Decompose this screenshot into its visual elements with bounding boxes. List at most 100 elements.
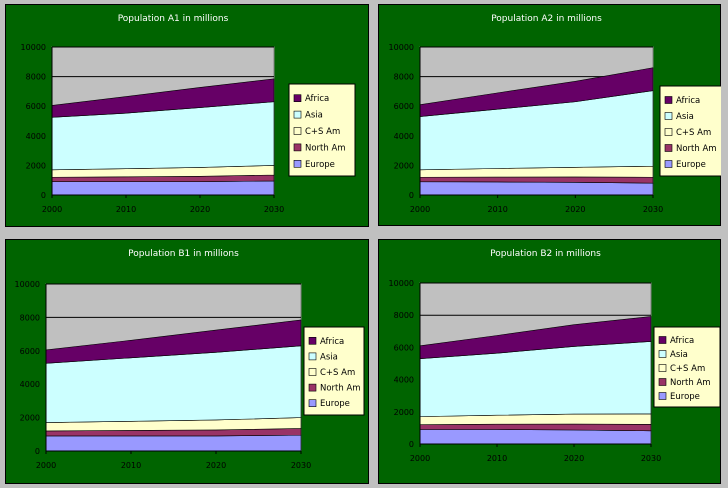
chart-svg: Population A2 in millions 0 2000 4000 6000 80… (378, 4, 723, 226)
x-tick-label: 2000 (410, 205, 430, 214)
y-tick-label: 8000 (26, 73, 46, 82)
legend-label-africa: Africa (320, 337, 344, 347)
legend-label-c-s-am: C+S Am (670, 364, 705, 374)
y-tick-label: 0 (35, 447, 40, 456)
y-tick-label: 6000 (394, 343, 414, 352)
chart-panel-3: Population B1 in millions 0 2000 4000 6000 80… (5, 239, 369, 484)
legend-swatch-africa (293, 94, 302, 102)
y-tick-label: 0 (409, 440, 414, 449)
legend-swatch-north-am (658, 378, 667, 386)
legend-label-africa: Africa (670, 336, 694, 346)
legend-swatch-c-s-am (658, 364, 667, 372)
chart-title: Population B1 in millions (128, 249, 239, 259)
y-tick-label: 8000 (394, 311, 414, 320)
area-africa (419, 316, 652, 359)
legend-swatch-europe (293, 160, 302, 168)
y-tick-label: 4000 (26, 132, 46, 141)
area-africa (419, 67, 654, 117)
x-tick-label: 2000 (42, 205, 62, 214)
x-tick-label: 2030 (291, 461, 311, 470)
legend-label-c-s-am: C+S Am (320, 368, 355, 378)
legend-swatch-north-am (308, 383, 317, 392)
area-europe (419, 181, 654, 196)
y-tick-label: 4000 (20, 380, 40, 389)
legend-swatch-africa (658, 336, 667, 344)
legend-label-asia: Asia (305, 111, 323, 121)
y-tick-label: 10000 (21, 43, 46, 52)
legend-label-europe: Europe (676, 160, 706, 170)
legend: Africa Asia C+S Am North Am Europe (303, 326, 365, 416)
chart-svg: Population A1 in millions 0 2000 4000 6000 80… (5, 4, 369, 227)
legend-swatch-north-am (664, 144, 673, 152)
legend-label-asia: Asia (670, 350, 688, 360)
x-tick-label: 2030 (641, 454, 661, 463)
y-tick-label: 10000 (15, 280, 40, 289)
y-tick-label: 6000 (20, 347, 40, 356)
area-europe (51, 180, 275, 196)
legend-swatch-asia (664, 112, 673, 120)
legend-label-north-am: North Am (676, 144, 717, 154)
legend-swatch-africa (308, 337, 317, 345)
legend-label-north-am: North Am (320, 384, 361, 394)
legend-swatch-c-s-am (293, 127, 302, 135)
legend-swatch-asia (658, 350, 667, 358)
y-tick-label: 0 (41, 191, 46, 200)
x-tick-label: 2030 (643, 205, 663, 214)
legend-label-north-am: North Am (305, 143, 346, 153)
x-tick-label: 2020 (565, 205, 585, 214)
legend-label-north-am: North Am (670, 378, 711, 388)
y-tick-label: 6000 (26, 102, 46, 111)
y-tick-label: 10000 (389, 43, 414, 52)
x-tick-label: 2010 (121, 461, 141, 470)
legend-label-africa: Africa (676, 96, 700, 106)
y-tick-label: 4000 (394, 376, 414, 385)
y-tick-label: 8000 (20, 313, 40, 322)
x-tick-label: 2010 (116, 205, 136, 214)
legend: Africa Asia C+S Am North Am Europe (653, 326, 721, 408)
chart-title: Population A2 in millions (491, 14, 602, 24)
y-tick-label: 2000 (26, 161, 46, 170)
legend-label-europe: Europe (670, 392, 700, 402)
x-tick-label: 2030 (264, 205, 284, 214)
y-tick-label: 2000 (394, 161, 414, 170)
y-tick-label: 4000 (394, 132, 414, 141)
legend-label-africa: Africa (305, 94, 329, 104)
area-africa (51, 78, 275, 118)
legend-swatch-asia (308, 352, 317, 361)
chart-svg: Population B1 in millions 0 2000 4000 6000 80… (5, 239, 369, 484)
area-europe (419, 429, 652, 445)
legend-swatch-asia (293, 110, 302, 119)
x-tick-label: 2000 (36, 461, 56, 470)
y-tick-label: 10000 (389, 279, 414, 288)
chart-panel-2: Population A2 in millions 0 2000 4000 6000 80… (378, 4, 723, 226)
legend: Africa Asia C+S Am North Am Europe (288, 83, 356, 177)
y-tick-label: 6000 (394, 102, 414, 111)
area-africa (45, 319, 302, 364)
legend-label-c-s-am: C+S Am (676, 128, 711, 138)
x-tick-label: 2020 (564, 454, 584, 463)
y-tick-label: 2000 (394, 408, 414, 417)
chart-svg: Population B2 in millions 0 2000 4000 6000 80… (378, 239, 721, 484)
chart-panel-4: Population B2 in millions 0 2000 4000 6000 80… (378, 239, 721, 484)
legend-swatch-europe (658, 392, 667, 400)
legend-swatch-c-s-am (308, 368, 317, 376)
y-tick-label: 2000 (20, 414, 40, 423)
x-tick-label: 2000 (410, 454, 430, 463)
chart-title: Population B2 in millions (490, 249, 601, 259)
chart-title: Population A1 in millions (118, 14, 229, 24)
legend-swatch-c-s-am (664, 128, 673, 136)
chart-panel-1: Population A1 in millions 0 2000 4000 6000 80… (5, 4, 369, 227)
legend-swatch-europe (308, 399, 317, 407)
legend-label-c-s-am: C+S Am (305, 127, 340, 137)
legend-label-europe: Europe (320, 399, 350, 409)
y-tick-label: 0 (409, 191, 414, 200)
x-tick-label: 2020 (190, 205, 210, 214)
x-tick-label: 2010 (487, 205, 507, 214)
y-tick-label: 8000 (394, 73, 414, 82)
legend-label-europe: Europe (305, 160, 335, 170)
area-europe (45, 434, 302, 452)
x-tick-label: 2010 (487, 454, 507, 463)
area-north-am (419, 423, 652, 432)
legend: Africa Asia C+S Am North Am Europe (659, 85, 723, 177)
legend-label-asia: Asia (320, 352, 338, 362)
